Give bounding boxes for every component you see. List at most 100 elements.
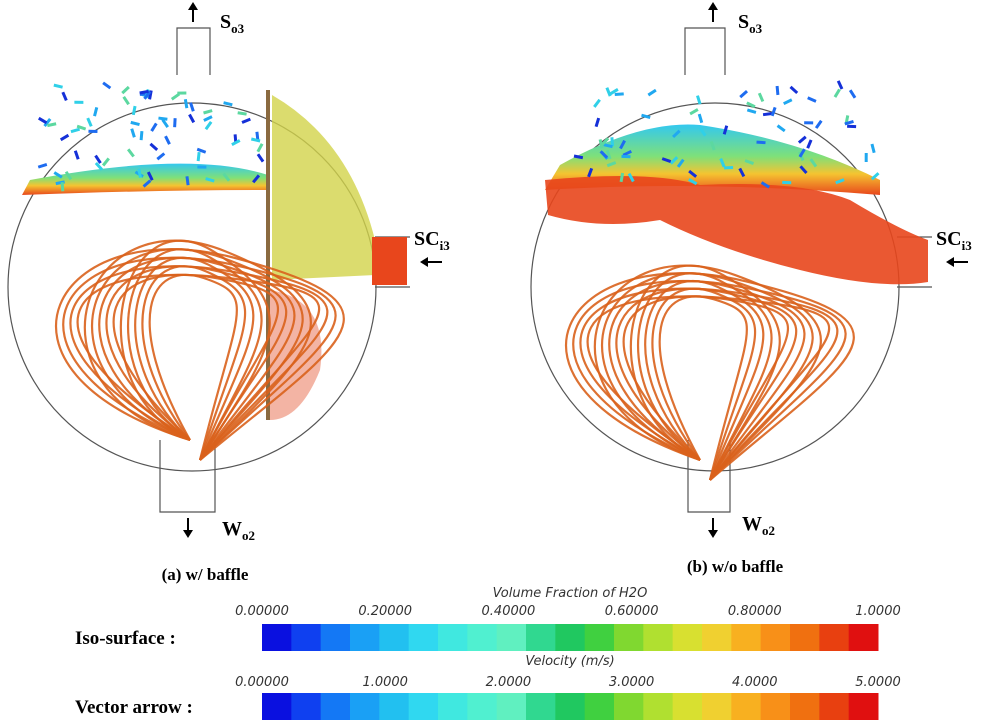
colorbar-swatch (526, 693, 556, 720)
vector-arrow (232, 140, 240, 144)
label-sub: o3 (749, 21, 763, 36)
inlet-label: SCi3 (414, 228, 450, 253)
outlet-label: So3 (220, 11, 245, 36)
vector-arrow (204, 117, 212, 121)
streamlines (566, 266, 854, 480)
colorbar-swatch (849, 624, 879, 651)
vector-arrow (191, 103, 194, 112)
vector-arrow (150, 144, 157, 150)
vector-arrow (238, 113, 247, 114)
colorbar-swatch (643, 693, 673, 720)
colorbar-tick: 0.20000 (358, 604, 412, 619)
vector-arrow (850, 90, 855, 98)
colorbar-swatch (761, 693, 791, 720)
outlet-label: So3 (738, 11, 763, 36)
arrowhead (420, 257, 428, 267)
vector-arrow (71, 129, 80, 131)
colorbar-swatch (467, 624, 497, 651)
vector-arrow (140, 91, 149, 93)
inlet-jet (372, 237, 407, 285)
vector-arrow (88, 118, 92, 126)
vector-arrow (607, 88, 610, 96)
inlet-label: SCi3 (936, 228, 972, 253)
vector-arrow (612, 137, 613, 146)
colorbar-swatch (555, 693, 585, 720)
vector-arrow (808, 98, 816, 102)
colorbar-swatch (438, 624, 468, 651)
colorbar-swatch (291, 693, 321, 720)
vector-arrow (808, 140, 811, 148)
vector-arrow (600, 139, 602, 148)
vector-arrow (615, 94, 624, 95)
colorbar-swatch (321, 624, 351, 651)
vector-arrow (747, 110, 756, 113)
vector-arrow (604, 145, 613, 147)
vector-arrow (185, 99, 186, 108)
vector-arrow (133, 106, 135, 115)
colorbar-tick: 0.60000 (605, 604, 659, 619)
vector-arrow (75, 151, 78, 160)
colorbar-tick: 1.0000 (855, 604, 901, 619)
vector-arrow (165, 136, 169, 144)
colorbar-title: Volume Fraction of H2O (493, 586, 648, 601)
vector-arrow (816, 121, 821, 128)
colorbar-swatch (819, 624, 849, 651)
vector-arrow (172, 94, 179, 99)
row-label: Vector arrow : (75, 697, 193, 718)
vector-arrow (594, 100, 599, 107)
vector-arrow (103, 83, 110, 88)
colorbar-swatch (731, 624, 761, 651)
vector-arrow (206, 122, 211, 129)
vector-arrow (872, 144, 874, 153)
colorbar-swatch (673, 693, 703, 720)
arrowhead (946, 257, 954, 267)
colorbar-swatch (585, 624, 615, 651)
colorbar-tick: 5.0000 (855, 675, 901, 690)
colorbar-tick: 0.00000 (235, 604, 289, 619)
vector-arrow (39, 118, 47, 123)
colorbar-swatch (497, 693, 527, 720)
vector-arrow (187, 176, 188, 185)
label-sub: i3 (962, 238, 973, 253)
vector-arrow (258, 144, 262, 152)
colorbar-swatch (350, 693, 380, 720)
label-main: W (222, 518, 242, 540)
colorbar-swatch (673, 624, 703, 651)
arrowhead (183, 530, 193, 538)
colorbar-swatch (291, 624, 321, 651)
vector-arrow (784, 100, 792, 104)
colorbar-swatch (262, 693, 292, 720)
vector-arrow (242, 119, 250, 122)
colorbar-swatch (262, 624, 292, 651)
vector-arrow (791, 87, 798, 93)
colorbar-swatch (379, 693, 409, 720)
streamline (588, 296, 830, 480)
vector-arrow (799, 137, 806, 143)
colorbar-swatch (438, 693, 468, 720)
vector-arrow (163, 120, 168, 127)
colorbar-swatch (849, 693, 879, 720)
label-main: W (742, 513, 762, 535)
vector-arrow (131, 122, 140, 124)
colorbar-swatch (497, 624, 527, 651)
outlet-label: Wo2 (222, 518, 255, 543)
colorbar-swatch (761, 624, 791, 651)
vector-arrow (141, 131, 142, 140)
vector-arrow (740, 91, 747, 97)
outlet-label: Wo2 (742, 513, 775, 538)
vector-arrow (132, 129, 135, 138)
vector-arrow (648, 90, 656, 95)
vector-arrow (690, 109, 698, 113)
vector-arrow (62, 182, 63, 191)
colorbar-swatch (731, 693, 761, 720)
colorbar-swatch (555, 624, 585, 651)
vector-arrow (838, 81, 842, 89)
colorbar-swatch (819, 693, 849, 720)
figure: So3 SCi3 Wo2 (a) w/ baffle So3 SCi3 Wo2 … (0, 0, 992, 720)
panel-b: So3 SCi3 Wo2 (b) w/o baffle (531, 2, 972, 576)
vector-arrow (96, 163, 102, 170)
colorbar-tick: 0.80000 (728, 604, 782, 619)
colorbar-tick: 1.0000 (362, 675, 408, 690)
colorbar-tick: 0.40000 (482, 604, 536, 619)
colorbar-swatch (409, 624, 439, 651)
